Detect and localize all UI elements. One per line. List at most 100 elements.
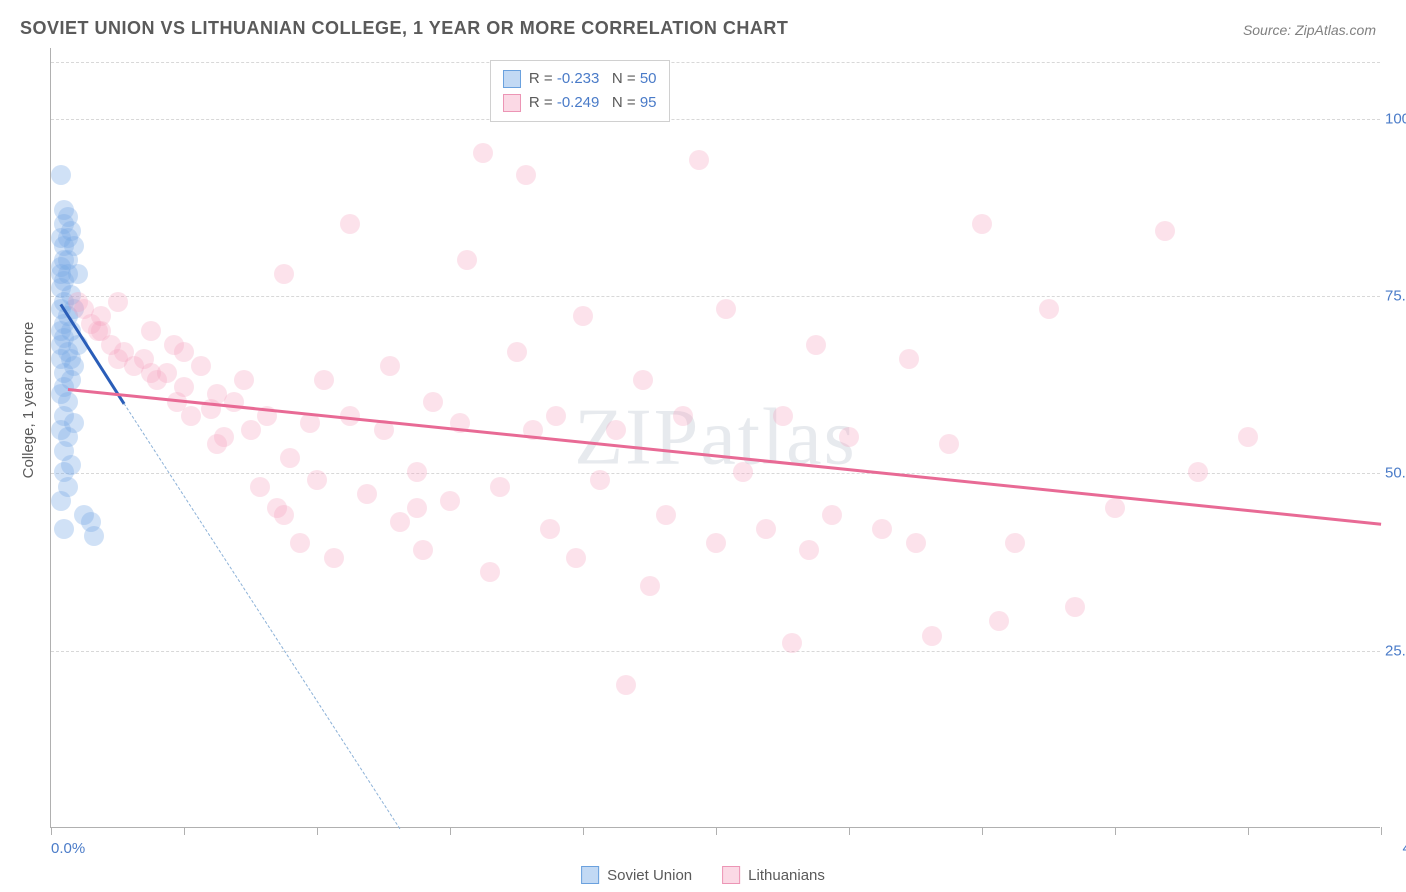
scatter-point [91, 306, 111, 326]
scatter-point [1188, 462, 1208, 482]
y-tick-label: 25.0% [1385, 642, 1406, 659]
scatter-point [423, 392, 443, 412]
scatter-point [340, 214, 360, 234]
y-tick-label: 75.0% [1385, 288, 1406, 305]
stats-legend-row: R = -0.249 N = 95 [503, 91, 657, 115]
scatter-point [51, 491, 71, 511]
scatter-point [1005, 533, 1025, 553]
legend-swatch [503, 70, 521, 88]
scatter-point [174, 377, 194, 397]
x-tick [184, 827, 185, 835]
scatter-point [656, 505, 676, 525]
scatter-point [616, 675, 636, 695]
scatter-point [250, 477, 270, 497]
scatter-point [640, 576, 660, 596]
scatter-point [490, 477, 510, 497]
x-tick [849, 827, 850, 835]
scatter-point [989, 611, 1009, 631]
scatter-point [141, 321, 161, 341]
scatter-point [413, 540, 433, 560]
bottom-legend-item: Soviet Union [581, 866, 692, 884]
scatter-point [191, 356, 211, 376]
scatter-point [457, 250, 477, 270]
scatter-point [307, 470, 327, 490]
trendline-extrapolation [124, 403, 401, 829]
scatter-point [733, 462, 753, 482]
legend-swatch [503, 94, 521, 112]
x-tick [317, 827, 318, 835]
y-axis-label: College, 1 year or more [20, 322, 37, 479]
x-tick [1115, 827, 1116, 835]
scatter-point [606, 420, 626, 440]
scatter-point [324, 548, 344, 568]
scatter-point [84, 526, 104, 546]
scatter-point [899, 349, 919, 369]
scatter-point [1039, 299, 1059, 319]
scatter-point [633, 370, 653, 390]
scatter-point [224, 392, 244, 412]
stats-legend-row: R = -0.233 N = 50 [503, 67, 657, 91]
legend-swatch [722, 866, 740, 884]
legend-stat-text: R = -0.233 N = 50 [529, 67, 657, 91]
scatter-point [280, 448, 300, 468]
scatter-point [390, 512, 410, 532]
scatter-point [181, 406, 201, 426]
scatter-point [157, 363, 177, 383]
x-tick [982, 827, 983, 835]
x-tick [583, 827, 584, 835]
scatter-point [1155, 221, 1175, 241]
scatter-point [590, 470, 610, 490]
scatter-point [706, 533, 726, 553]
scatter-point [1238, 427, 1258, 447]
scatter-point [782, 633, 802, 653]
scatter-point [566, 548, 586, 568]
x-tick [716, 827, 717, 835]
x-tick-label: 0.0% [51, 840, 85, 857]
y-tick-label: 50.0% [1385, 465, 1406, 482]
scatter-point [234, 370, 254, 390]
scatter-point [207, 434, 227, 454]
scatter-point [108, 292, 128, 312]
legend-stat-text: R = -0.249 N = 95 [529, 91, 657, 115]
chart-title: SOVIET UNION VS LITHUANIAN COLLEGE, 1 YE… [20, 18, 788, 39]
gridline [51, 473, 1380, 474]
scatter-point [773, 406, 793, 426]
scatter-point [516, 165, 536, 185]
scatter-point [174, 342, 194, 362]
x-tick [51, 827, 52, 835]
scatter-point [1105, 498, 1125, 518]
scatter-point [939, 434, 959, 454]
scatter-point [440, 491, 460, 511]
x-tick [1248, 827, 1249, 835]
scatter-point [314, 370, 334, 390]
scatter-point [473, 143, 493, 163]
scatter-point [407, 462, 427, 482]
gridline [51, 296, 1380, 297]
scatter-point [673, 406, 693, 426]
scatter-point [357, 484, 377, 504]
scatter-point [380, 356, 400, 376]
scatter-point [573, 306, 593, 326]
legend-swatch [581, 866, 599, 884]
scatter-point [290, 533, 310, 553]
scatter-point [407, 498, 427, 518]
bottom-legend-item: Lithuanians [722, 866, 825, 884]
plot-canvas: ZIPatlas 25.0%50.0%75.0%100.0%0.0%40.0%R… [50, 48, 1380, 828]
scatter-point [972, 214, 992, 234]
scatter-point [480, 562, 500, 582]
stats-legend: R = -0.233 N = 50R = -0.249 N = 95 [490, 60, 670, 122]
scatter-point [689, 150, 709, 170]
scatter-point [241, 420, 261, 440]
bottom-legend-label: Soviet Union [607, 867, 692, 884]
scatter-point [546, 406, 566, 426]
x-tick-label: 40.0% [1402, 840, 1406, 857]
source-text: Source: ZipAtlas.com [1243, 22, 1376, 38]
scatter-point [756, 519, 776, 539]
scatter-point [540, 519, 560, 539]
x-tick [450, 827, 451, 835]
scatter-point [274, 264, 294, 284]
scatter-point [716, 299, 736, 319]
bottom-legend: Soviet Union Lithuanians [581, 866, 825, 884]
gridline [51, 651, 1380, 652]
x-tick [1381, 827, 1382, 835]
